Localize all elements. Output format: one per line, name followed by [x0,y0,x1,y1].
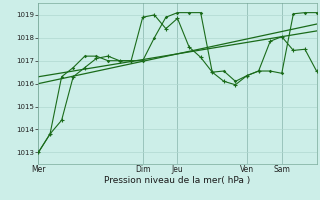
X-axis label: Pression niveau de la mer( hPa ): Pression niveau de la mer( hPa ) [104,176,251,185]
